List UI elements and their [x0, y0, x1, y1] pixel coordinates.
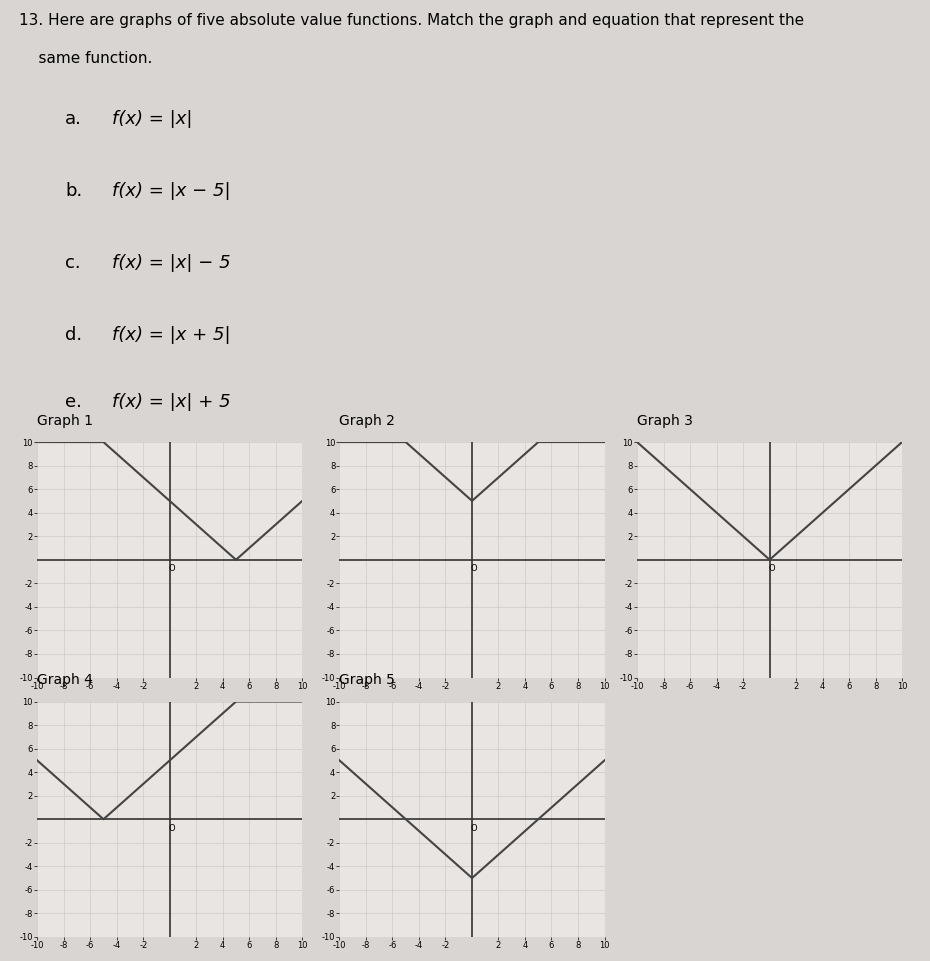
Text: b.: b. [65, 182, 83, 200]
Text: Graph 5: Graph 5 [339, 674, 395, 687]
Text: O: O [768, 564, 775, 574]
Text: Graph 1: Graph 1 [37, 414, 93, 428]
Text: f(x) = |x − 5|: f(x) = |x − 5| [112, 182, 231, 200]
Text: O: O [471, 824, 477, 833]
Text: f(x) = |x| − 5: f(x) = |x| − 5 [112, 254, 231, 272]
Text: O: O [168, 824, 175, 833]
Text: 13. Here are graphs of five absolute value functions. Match the graph and equati: 13. Here are graphs of five absolute val… [19, 12, 804, 28]
Text: c.: c. [65, 254, 81, 272]
Text: e.: e. [65, 393, 82, 411]
Text: same function.: same function. [19, 51, 152, 65]
Text: Graph 3: Graph 3 [637, 414, 693, 428]
Text: d.: d. [65, 326, 82, 344]
Text: Graph 4: Graph 4 [37, 674, 93, 687]
Text: O: O [168, 564, 175, 574]
Text: f(x) = |x + 5|: f(x) = |x + 5| [112, 326, 231, 344]
Text: a.: a. [65, 110, 82, 128]
Text: Graph 2: Graph 2 [339, 414, 395, 428]
Text: f(x) = |x|: f(x) = |x| [112, 110, 193, 128]
Text: O: O [471, 564, 477, 574]
Text: f(x) = |x| + 5: f(x) = |x| + 5 [112, 393, 231, 411]
